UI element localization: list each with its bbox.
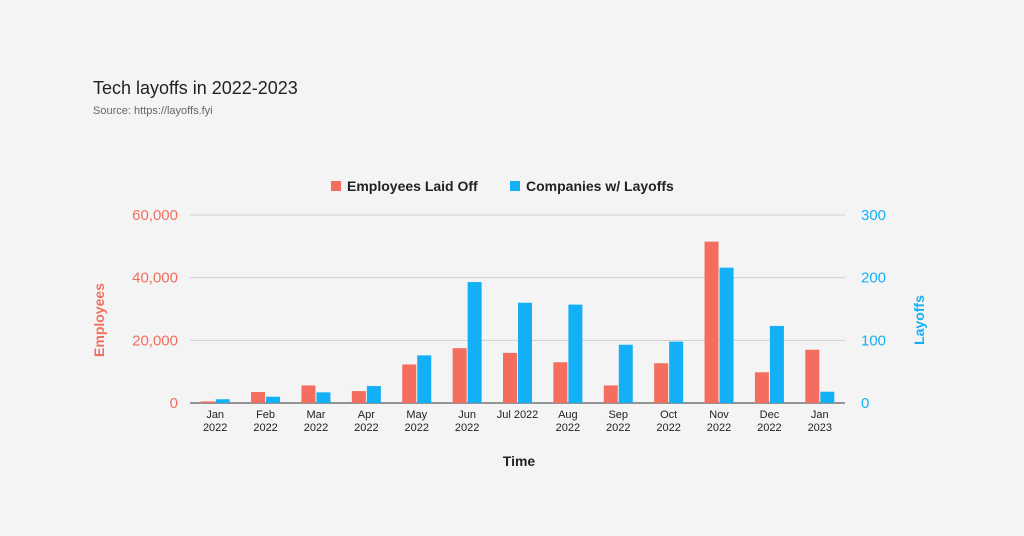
bar-companies-with-layoffs bbox=[618, 344, 633, 403]
x-tick-label: 2022 bbox=[354, 422, 378, 434]
y-left-tick-label: 0 bbox=[170, 395, 178, 412]
x-tick-label: Oct bbox=[660, 409, 677, 421]
x-tick-label: Dec bbox=[760, 409, 780, 421]
bar-employees-laid-off bbox=[200, 401, 215, 403]
y-right-tick-label: 100 bbox=[861, 332, 886, 349]
bar-employees-laid-off bbox=[704, 241, 719, 403]
x-tick-label: 2022 bbox=[253, 422, 277, 434]
x-tick-label: 2023 bbox=[808, 422, 832, 434]
x-tick-label: Mar bbox=[306, 409, 325, 421]
legend-label-employees: Employees Laid Off bbox=[347, 178, 478, 194]
x-tick-label: 2022 bbox=[606, 422, 630, 434]
x-tick-label: 2022 bbox=[556, 422, 580, 434]
x-tick-label: Jul 2022 bbox=[497, 409, 539, 421]
bar-companies-with-layoffs bbox=[316, 392, 331, 403]
x-tick-label: 2022 bbox=[757, 422, 781, 434]
bar-employees-laid-off bbox=[351, 391, 366, 403]
x-tick-label: Sep bbox=[608, 409, 628, 421]
bar-employees-laid-off bbox=[553, 362, 568, 403]
bar-companies-with-layoffs bbox=[820, 391, 835, 403]
x-tick-label: May bbox=[406, 409, 427, 421]
y-left-tick-label: 40,000 bbox=[132, 270, 178, 287]
x-tick-label: Nov bbox=[709, 409, 729, 421]
y-left-tick-label: 60,000 bbox=[132, 207, 178, 224]
bar-employees-laid-off bbox=[301, 385, 316, 403]
bar-companies-with-layoffs bbox=[417, 355, 432, 403]
bar-companies-with-layoffs bbox=[518, 302, 532, 403]
x-tick-label: 2022 bbox=[304, 422, 328, 434]
y-left-axis-title: Employees bbox=[91, 283, 107, 357]
x-tick-label: 2022 bbox=[203, 422, 227, 434]
chart-title: Tech layoffs in 2022-2023 bbox=[93, 78, 298, 98]
x-tick-label: Jun bbox=[458, 409, 476, 421]
x-tick-label: Jan bbox=[811, 409, 829, 421]
bar-employees-laid-off bbox=[452, 348, 467, 403]
x-tick-label: 2022 bbox=[656, 422, 680, 434]
x-tick-label: Apr bbox=[358, 409, 375, 421]
y-left-tick-label: 20,000 bbox=[132, 332, 178, 349]
chart-source: Source: https://layoffs.fyi bbox=[93, 105, 213, 117]
x-tick-label: Feb bbox=[256, 409, 275, 421]
y-right-tick-label: 200 bbox=[861, 270, 886, 287]
y-right-tick-label: 0 bbox=[861, 395, 869, 412]
bar-employees-laid-off bbox=[654, 363, 669, 403]
bar-employees-laid-off bbox=[603, 385, 618, 403]
bar-employees-laid-off bbox=[251, 392, 266, 403]
bar-companies-with-layoffs bbox=[467, 282, 482, 403]
bar-employees-laid-off bbox=[805, 349, 820, 403]
bar-employees-laid-off bbox=[754, 372, 769, 403]
bar-employees-laid-off bbox=[402, 364, 417, 403]
x-tick-label: Jan bbox=[206, 409, 224, 421]
bar-companies-with-layoffs bbox=[769, 325, 784, 403]
x-tick-label: 2022 bbox=[707, 422, 731, 434]
bar-companies-with-layoffs bbox=[669, 341, 684, 403]
x-axis-title: Time bbox=[503, 453, 536, 469]
bar-companies-with-layoffs bbox=[568, 304, 583, 403]
legend-label-companies: Companies w/ Layoffs bbox=[526, 178, 674, 194]
bar-employees-laid-off bbox=[503, 352, 517, 403]
y-right-axis-title: Layoffs bbox=[911, 295, 927, 345]
chart-header: Tech layoffs in 2022-2023 Source: https:… bbox=[93, 78, 298, 117]
bar-companies-with-layoffs bbox=[366, 386, 381, 403]
y-right-tick-label: 300 bbox=[861, 207, 886, 224]
bar-companies-with-layoffs bbox=[215, 399, 230, 403]
legend-swatch-companies bbox=[510, 181, 520, 191]
x-tick-label: 2022 bbox=[455, 422, 479, 434]
x-tick-label: 2022 bbox=[404, 422, 428, 434]
legend-swatch-employees bbox=[331, 181, 341, 191]
bar-companies-with-layoffs bbox=[266, 396, 281, 403]
x-tick-label: Aug bbox=[558, 409, 578, 421]
bar-companies-with-layoffs bbox=[719, 267, 734, 403]
